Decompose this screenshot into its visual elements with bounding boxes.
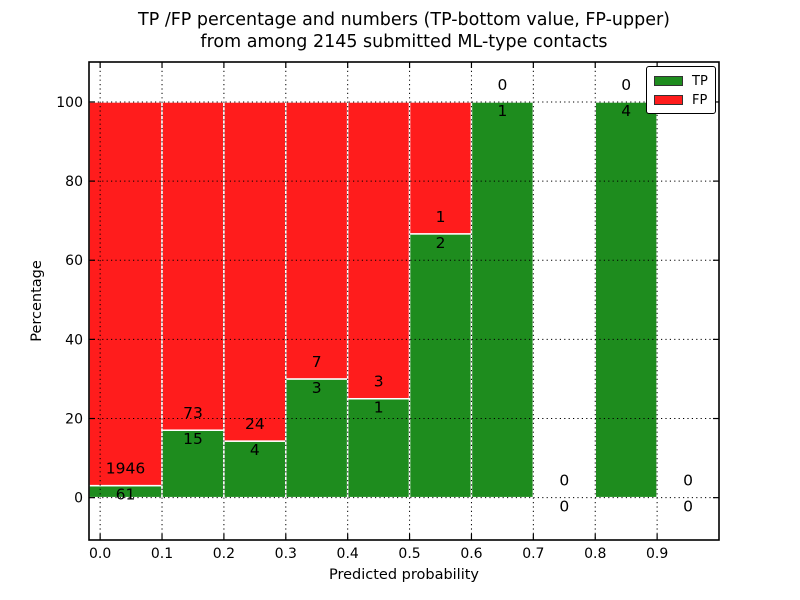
fp-count-label: 73 — [183, 404, 203, 422]
legend-entry-tp: TP — [654, 73, 715, 89]
tp-count-label: 3 — [312, 379, 322, 397]
plot-border — [88, 61, 720, 541]
fp-bar-segment — [346, 101, 411, 400]
fp-count-label: 0 — [683, 472, 693, 490]
y-tick-label: 20 — [65, 412, 83, 428]
y-tick-label: 80 — [65, 174, 83, 190]
legend-label-fp: FP — [692, 92, 708, 108]
fp-count-label: 3 — [374, 373, 384, 391]
x-axis-label: Predicted probability — [328, 567, 480, 583]
x-tick-label: 0.9 — [646, 546, 668, 562]
tp-count-label: 1 — [374, 399, 384, 417]
fp-bar-segment — [285, 101, 349, 380]
fp-count-label: 1946 — [106, 460, 145, 478]
legend: TP FP — [646, 66, 716, 114]
tp-bar-segment — [470, 101, 535, 499]
fp-bar-segment — [161, 101, 225, 431]
fp-bar-segment — [408, 101, 473, 235]
x-tick-label: 0.0 — [89, 546, 111, 562]
x-tick-label: 0.6 — [460, 546, 482, 562]
tp-bar-segment — [408, 233, 473, 499]
tp-count-label: 0 — [683, 498, 693, 516]
legend-label-tp: TP — [692, 73, 708, 89]
tp-count-label: 4 — [621, 102, 631, 120]
x-tick-label: 0.5 — [398, 546, 420, 562]
y-tick-label: 0 — [74, 491, 83, 507]
fp-count-label: 0 — [621, 76, 631, 94]
y-axis-label: Percentage — [29, 260, 45, 342]
legend-entry-fp: FP — [654, 92, 715, 108]
y-tick-label: 100 — [56, 95, 83, 111]
x-tick-label: 0.4 — [337, 546, 359, 562]
tp-count-label: 2 — [436, 234, 446, 252]
fp-color-swatch — [654, 95, 683, 105]
fp-bar-segment — [223, 101, 287, 442]
y-tick-label: 60 — [65, 253, 83, 269]
x-tick-label: 0.2 — [213, 546, 235, 562]
chart-title-line-2: from among 2145 submitted ML-type contac… — [200, 32, 608, 52]
chart-title: TP /FP percentage and numbers (TP-bottom… — [89, 9, 719, 53]
tp-bar-segment — [594, 101, 658, 499]
tp-count-label: 0 — [559, 498, 569, 516]
fp-count-label: 0 — [559, 472, 569, 490]
x-tick-label: 0.7 — [522, 546, 544, 562]
fp-count-label: 1 — [436, 208, 446, 226]
tp-bar-segment — [285, 378, 349, 499]
chart-title-line-1: TP /FP percentage and numbers (TP-bottom… — [138, 10, 670, 30]
y-tick-label: 40 — [65, 332, 83, 348]
fp-count-label: 24 — [245, 415, 265, 433]
x-tick-label: 0.3 — [275, 546, 297, 562]
x-tick-label: 0.1 — [151, 546, 173, 562]
tp-count-label: 4 — [250, 441, 260, 459]
tp-count-label: 1 — [497, 102, 507, 120]
tp-count-label: 15 — [183, 430, 203, 448]
tp-color-swatch — [654, 76, 683, 86]
fp-bar-segment — [88, 101, 163, 487]
fp-count-label: 7 — [312, 353, 322, 371]
tp-bar-segment — [223, 440, 287, 499]
tp-count-label: 61 — [116, 486, 136, 504]
fp-count-label: 0 — [497, 76, 507, 94]
x-tick-label: 0.8 — [584, 546, 606, 562]
tp-bar-segment — [346, 397, 411, 499]
